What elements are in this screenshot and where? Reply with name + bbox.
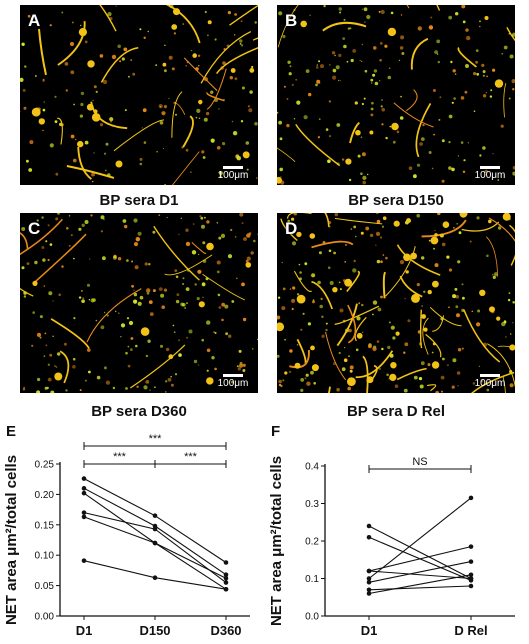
data-point [468, 583, 474, 589]
chart-f: F NET area μm²/total cells 0.0 0.1 0.2 0.3 0.4… [268, 423, 515, 638]
micrograph-image-a [20, 5, 258, 185]
y-tick-label: 0.3 [305, 499, 319, 510]
scale-bar-c: 100μm [216, 374, 250, 389]
panel-label-a: A [28, 11, 41, 30]
data-point [81, 558, 87, 563]
data-point [468, 572, 474, 578]
series-line-4 [83, 512, 227, 584]
y-axis-title: NET area μm²/total cells [3, 455, 20, 625]
panel-label-c: C [28, 219, 41, 238]
micrograph-panel-a: A 100μm [20, 5, 258, 185]
x-tick-label: D150 [139, 623, 170, 638]
data-point [223, 586, 229, 592]
y-tick-label: 0.05 [35, 581, 55, 592]
series-line-5 [368, 497, 472, 579]
data-point [366, 523, 372, 529]
significance-label: NS [412, 456, 427, 468]
y-tick-label: 0.10 [35, 551, 55, 562]
scale-bar-b: 100μm [473, 166, 507, 181]
data-point [366, 576, 372, 581]
y-tick-label: 0.2 [305, 537, 319, 548]
micrograph-panel-c: C 100μm [20, 213, 258, 393]
scale-bar-label-b: 100μm [474, 170, 506, 181]
series-line-4 [368, 546, 472, 572]
caption-a: BP sera D1 [99, 192, 179, 209]
series-line-1 [368, 525, 472, 579]
significance-label: *** [184, 451, 198, 463]
data-point [81, 486, 87, 491]
data-point [366, 587, 372, 593]
data-point [468, 495, 474, 501]
data-point [223, 572, 229, 577]
y-tick-label: 0.1 [305, 574, 319, 585]
caption-d: BP sera D Rel [346, 403, 446, 420]
panel-label-e: E [6, 423, 16, 440]
scale-bar-a: 100μm [216, 166, 250, 181]
caption-b: BP sera D150 [348, 192, 444, 209]
significance-label: *** [113, 451, 127, 463]
micrograph-image-d [277, 213, 515, 393]
x-tick-label: D360 [210, 623, 241, 638]
data-point [468, 544, 474, 549]
y-tick-label: 0.25 [35, 460, 55, 471]
x-tick-label: D1 [76, 623, 93, 638]
data-point [468, 576, 474, 581]
x-tick-label: D1 [361, 623, 378, 638]
data-point [366, 534, 372, 540]
scale-bar-label-c: 100μm [217, 378, 249, 389]
data-point [366, 579, 372, 585]
data-point [366, 568, 372, 574]
data-point [81, 490, 87, 496]
series-line-8 [368, 574, 472, 595]
x-tick-label: D Rel [454, 623, 487, 638]
panel-label-f: F [271, 423, 280, 440]
panel-label-b: B [285, 11, 298, 30]
scale-bar-label-d: 100μm [474, 378, 506, 389]
micrograph-image-c [20, 213, 258, 393]
data-point [366, 591, 372, 596]
series-line-6 [368, 561, 472, 583]
data-point [152, 575, 158, 580]
series-line-3 [368, 570, 472, 580]
chart-e: E NET area μm²/total cells 0.00 0.05 0.10 0.1… [3, 423, 250, 638]
data-point [81, 510, 87, 515]
scale-bar-label-a: 100μm [217, 170, 249, 181]
micrograph-panel-b: B 100μm [277, 5, 515, 185]
y-axis-title: NET area μm²/total cells [268, 456, 285, 626]
panel-label-d: D [285, 219, 298, 238]
series-line-7 [368, 585, 472, 591]
data-point [468, 559, 474, 564]
data-point [152, 526, 158, 532]
caption-c: BP sera D360 [91, 403, 187, 420]
y-tick-label: 0.15 [35, 520, 55, 531]
y-tick-label: 0.4 [305, 462, 319, 473]
y-tick-label: 0.0 [305, 612, 319, 623]
data-point [223, 560, 229, 565]
data-point [223, 580, 229, 585]
micrograph-image-b [277, 5, 515, 185]
significance-label: *** [149, 433, 163, 445]
scale-bar-d: 100μm [473, 374, 507, 389]
micrograph-panel-d: D 100μm [277, 213, 515, 393]
data-point [81, 476, 87, 481]
series-line-2 [83, 487, 227, 576]
series-line-1 [83, 478, 227, 563]
data-point [152, 513, 158, 518]
data-point [152, 540, 158, 546]
y-tick-label: 0.00 [35, 612, 55, 623]
data-point [223, 576, 229, 581]
y-tick-label: 0.20 [35, 490, 55, 501]
data-point [81, 514, 87, 520]
